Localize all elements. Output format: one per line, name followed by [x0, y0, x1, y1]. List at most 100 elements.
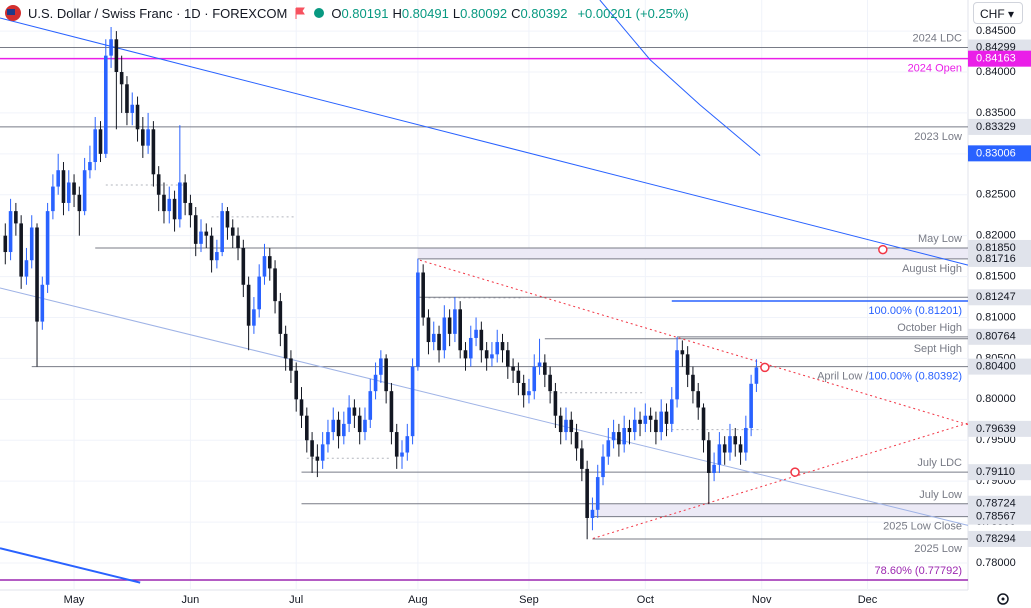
candle-body	[474, 329, 478, 338]
trendline	[0, 17, 969, 266]
candle-body	[215, 252, 219, 261]
flag-icon[interactable]	[293, 6, 307, 20]
price-badge	[968, 420, 1031, 437]
price-badge	[968, 464, 1031, 481]
candle-body	[749, 383, 753, 428]
settings-icon[interactable]	[997, 593, 1009, 605]
candle-body	[701, 407, 706, 441]
currency-button[interactable]: CHF ▾	[973, 2, 1023, 24]
header: U.S. Dollar / Swiss Franc · 1D · FOREXCO…	[4, 4, 693, 22]
candle-body	[416, 272, 420, 367]
symbol-title: U.S. Dollar / Swiss Franc · 1D · FOREXCO…	[28, 5, 288, 21]
candle-body	[14, 211, 18, 224]
candle-body	[294, 370, 299, 400]
candle-body	[685, 354, 690, 375]
candle-body	[543, 362, 547, 375]
settings-icon-hub	[1001, 597, 1005, 601]
price-badge-label: 0.78724	[976, 498, 1016, 510]
candle-body	[130, 104, 135, 113]
price-badge-label: 0.83329	[976, 121, 1016, 133]
marker	[878, 244, 888, 255]
candle-body	[56, 170, 60, 187]
x-tick-label: Nov	[752, 594, 772, 606]
candle-body	[299, 399, 304, 416]
candle-body	[728, 436, 732, 453]
candle-body	[66, 182, 71, 203]
candle-body	[659, 411, 664, 433]
candle-body	[654, 419, 658, 433]
level-note: 2025 Low Close	[883, 521, 962, 533]
level-note-text: 100.00% (0.80392)	[868, 371, 962, 383]
candle-body	[257, 276, 261, 310]
candle-body	[357, 415, 362, 433]
candle-body	[35, 227, 39, 322]
candle-body	[564, 419, 568, 433]
level-note-text: 2025 Low Close	[883, 521, 962, 533]
candle-body	[315, 456, 320, 461]
candle-body	[273, 268, 277, 302]
candle-body	[183, 182, 187, 203]
candle-body	[209, 235, 214, 261]
candle-body	[458, 309, 462, 351]
trendline	[419, 259, 969, 426]
candle-body	[384, 358, 388, 392]
candle-body	[548, 374, 552, 392]
candle-body	[82, 170, 87, 212]
level-note-text: 2024 LDC	[912, 32, 962, 44]
trendline	[0, 287, 969, 526]
candle-body	[405, 436, 410, 453]
candle-body	[453, 309, 457, 334]
ohlc-value: 0.80191	[341, 5, 389, 21]
level-note: October High	[897, 322, 962, 334]
level-note: 100.00% (0.81201)	[868, 305, 962, 317]
price-badge	[968, 145, 1031, 162]
candle-body	[178, 182, 182, 220]
candle-body	[400, 452, 404, 457]
trendline	[592, 422, 969, 539]
candle-body	[363, 419, 367, 433]
candle-body	[98, 129, 103, 154]
zone	[417, 247, 969, 259]
y-tick-label: 0.79500	[976, 434, 1016, 446]
candle-body	[553, 391, 558, 416]
candle-body	[595, 477, 600, 510]
price-badge	[968, 358, 1031, 375]
candle-body	[431, 333, 436, 343]
candle-body	[88, 162, 92, 171]
change: +0.00201 (+0.25%)	[577, 5, 689, 21]
candle-body	[691, 374, 695, 392]
candle-body	[484, 350, 489, 359]
candle-body	[463, 350, 468, 359]
y-tick-label: 0.81500	[976, 270, 1016, 282]
candle-body	[146, 129, 150, 146]
candle-body	[521, 382, 526, 396]
x-tick-label: Jun	[182, 594, 200, 606]
candle-body	[643, 415, 648, 424]
candle-body	[347, 407, 351, 424]
level-note-text: 2025 Low	[914, 543, 962, 555]
candle-body	[220, 211, 224, 253]
candle-body	[707, 440, 711, 473]
level-note-text: July LDC	[917, 457, 962, 469]
candle-body	[617, 432, 621, 445]
price-badge-label: 0.84299	[976, 41, 1016, 53]
candle-body	[664, 411, 669, 424]
candle-body	[368, 391, 373, 420]
level-note: 2024 LDC	[912, 32, 962, 44]
y-tick-label: 0.82000	[976, 230, 1016, 242]
candle-body	[172, 198, 177, 220]
price-badge-label: 0.84163	[976, 53, 1016, 65]
candle-body	[447, 317, 452, 334]
x-tick-label: Jul	[289, 594, 303, 606]
candle-body	[712, 464, 716, 473]
candle-body	[19, 223, 23, 277]
candle-body	[574, 432, 579, 449]
symbol-logo	[5, 5, 21, 21]
level-note-text: Sept High	[914, 343, 962, 355]
level-note: July Low	[919, 489, 962, 501]
level-note: Sept High	[914, 343, 962, 355]
candle-body	[495, 342, 500, 355]
candle-body	[320, 444, 325, 461]
candle-body	[744, 427, 748, 453]
